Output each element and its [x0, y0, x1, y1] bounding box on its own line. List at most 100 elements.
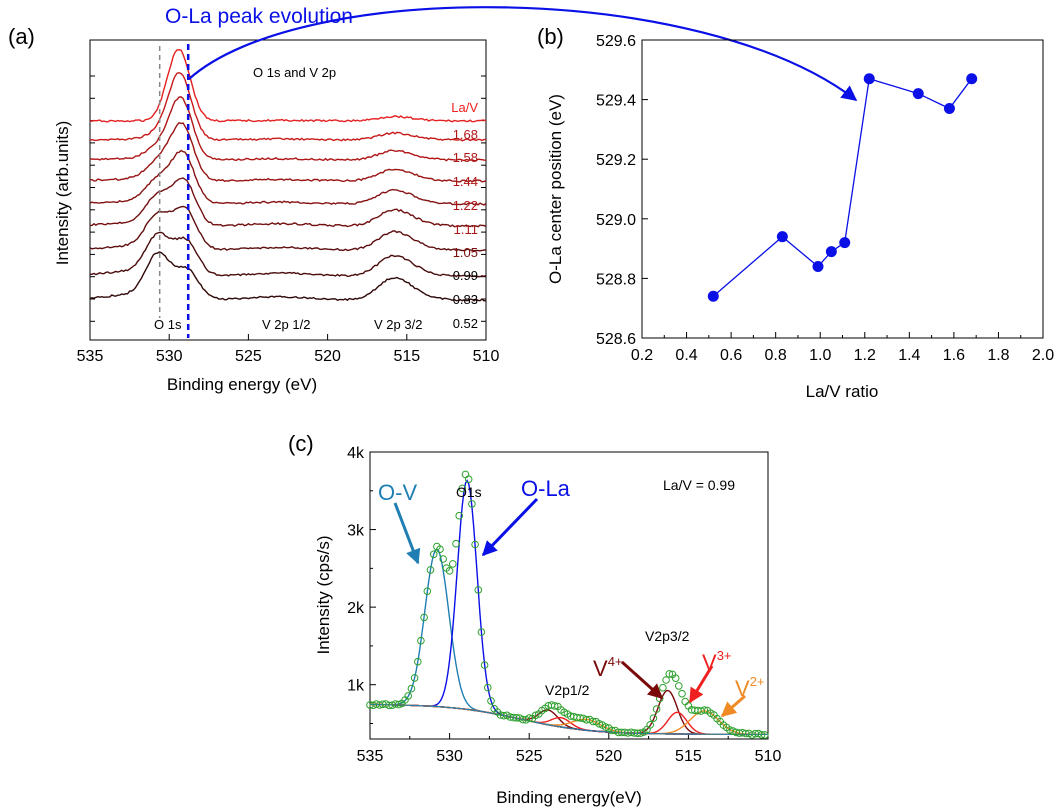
panel-a-y-axis-label: Intensity (arb.units): [53, 121, 72, 266]
data-point: [707, 290, 719, 302]
measured-point: [659, 683, 667, 692]
ola-evolution-title: O-La peak evolution: [165, 5, 353, 28]
panel-b-y-tick-label: 528.8: [596, 271, 636, 288]
panel-b-label: (b): [537, 24, 564, 49]
panel-a-frame: [89, 39, 487, 341]
data-point: [825, 246, 837, 258]
ratio-label: 1.11: [454, 222, 478, 237]
o1s-peak-label: O 1s: [154, 317, 182, 332]
v4-arrow: [620, 660, 664, 700]
ola-arrow: [481, 497, 539, 557]
measured-point: [420, 613, 428, 622]
panel-b-x-tick-label: 1.6: [943, 347, 965, 364]
measured-point: [436, 545, 444, 554]
panel-b-x-tick-label: 0.8: [765, 347, 787, 364]
measured-point: [601, 723, 610, 731]
spectrum-curve: [89, 149, 487, 206]
measured-point: [665, 670, 674, 678]
measured-point: [662, 676, 670, 684]
panel-b-x-tick-label: 2.0: [1032, 347, 1054, 364]
measured-point: [445, 567, 454, 575]
panel-b-x-tick-label: 1.4: [898, 347, 920, 364]
measured-point: [700, 706, 709, 714]
panel-b-y-ticks: 528.6 528.8 529.0 529.2 529.4 529.6: [596, 33, 648, 348]
v2p12-peak-label: V 2p 1/2: [262, 317, 310, 332]
panel-a-x-ticks: 535 530 525 520 515 510: [77, 334, 500, 365]
panel-b-x-axis-label: La/V ratio: [806, 382, 879, 401]
ratio-label: 1.05: [453, 245, 478, 260]
measured-point: [761, 731, 769, 739]
measured-point: [487, 697, 495, 705]
panel-b-y-tick-label: 529.2: [596, 152, 636, 169]
panel-b-x-tick-label: 0.2: [631, 347, 653, 364]
measured-point: [410, 674, 419, 682]
panel-a-spectra: [89, 49, 487, 302]
measured-point: [649, 714, 658, 723]
panel-c-y-tick-label: 3k: [347, 523, 365, 540]
data-point: [912, 88, 924, 100]
panel-c-y-tick-label: 1k: [347, 678, 365, 695]
panel-a-x-tick-label: 520: [314, 348, 341, 365]
panel-c-x-axis-label: Binding energy(eV): [496, 788, 642, 807]
panel-c-x-tick-label: 530: [436, 748, 463, 765]
data-point: [863, 73, 875, 85]
panel-a-x-tick-label: 510: [473, 348, 500, 365]
spectrum-curve: [89, 96, 487, 162]
background-line: [370, 703, 768, 735]
ratio-label: 1.44: [453, 174, 478, 189]
panel-c-measured-points: [366, 470, 769, 739]
panel-c-x-ticks: 535 530 525 520 515 510: [357, 733, 782, 765]
ratio-label: 1.68: [453, 127, 478, 142]
panel-b-x-tick-label: 0.6: [720, 347, 742, 364]
panel-c-x-tick-label: 525: [516, 748, 543, 765]
v3-arrow: [688, 665, 714, 704]
ola-label: O-La: [521, 476, 571, 501]
panel-b-y-tick-label: 529.4: [596, 93, 636, 110]
measured-point: [652, 705, 661, 713]
panel-b-frame: [641, 39, 1044, 339]
ratio-label: 1.22: [453, 198, 478, 213]
measured-point: [458, 484, 467, 493]
data-point: [839, 237, 851, 249]
spectrum-curve: [90, 177, 487, 228]
panel-a-x-tick-label: 530: [156, 348, 183, 365]
measured-point: [394, 700, 403, 709]
panel-c-y-ticks: 1k 2k 3k 4k: [347, 445, 376, 724]
v2p32-peak-label: V 2p 3/2: [374, 317, 422, 332]
spectrum-curve: [89, 251, 487, 302]
panel-b-y-tick-label: 528.6: [596, 331, 636, 348]
panel-b-y-tick-label: 529.6: [596, 33, 636, 50]
measured-point: [439, 555, 448, 563]
panel-b-x-tick-label: 1.8: [987, 347, 1009, 364]
measured-point: [414, 657, 422, 666]
ratio-label: 0.99: [453, 268, 478, 283]
panel-a-x-tick-label: 515: [393, 348, 420, 365]
measured-point: [525, 714, 534, 722]
measured-point: [474, 586, 483, 594]
panel-c-x-tick-label: 510: [755, 748, 782, 765]
panel-b: (b) 0.2 0.4 0.6 0.8 1.0 1.2 1.4 1.6 1.8 2.0 528.6…: [537, 24, 1054, 401]
panel-a-label: (a): [8, 24, 35, 49]
o1s-label: O1s: [456, 484, 482, 500]
measured-point: [678, 689, 686, 698]
data-point: [943, 103, 955, 115]
panel-a-x-axis-label: Binding energy (eV): [167, 375, 317, 394]
v2p32-label: V2p3/2: [645, 628, 690, 644]
panel-b-y-tick-label: 529.0: [596, 212, 636, 229]
panel-b-x-tick-label: 1.2: [854, 347, 876, 364]
measured-point: [726, 726, 734, 734]
ratio-label: 0.52: [453, 316, 478, 331]
measured-point: [423, 587, 432, 596]
panel-c-x-tick-label: 520: [595, 748, 622, 765]
data-point: [812, 260, 824, 272]
measured-point: [757, 731, 766, 739]
ratio-label: La/V = 0.99: [663, 477, 735, 493]
evolution-arrow: [188, 6, 858, 101]
data-point: [776, 231, 788, 243]
panel-b-x-tick-label: 1.0: [809, 347, 831, 364]
panel-c-y-tick-label: 4k: [347, 445, 365, 462]
o1s-v2p-label: O 1s and V 2p: [253, 65, 336, 80]
v3-label: V3+: [702, 648, 732, 675]
